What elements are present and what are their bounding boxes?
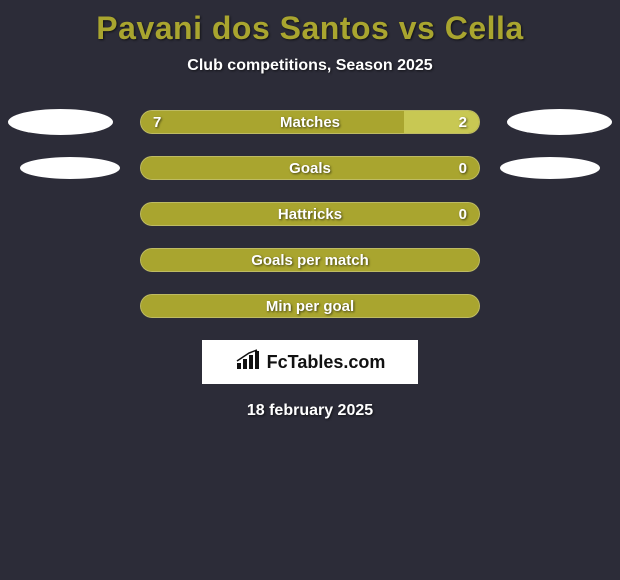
bar-track: Goals per match [140,248,480,272]
logo-text: FcTables.com [267,352,386,373]
bar-track: 0Hattricks [140,202,480,226]
bar-label: Goals per match [141,249,479,271]
bar-label: Goals [141,157,479,179]
player-avatar-left [8,109,113,135]
bar-label: Min per goal [141,295,479,317]
bar-row: Goals per match [0,248,620,272]
player-avatar-right [507,109,612,135]
bar-track: 0Goals [140,156,480,180]
bar-row: 0Goals [0,156,620,180]
bar-label: Matches [141,111,479,133]
comparison-bars-area: 72Matches 0Goals 0Hattricks Goals per match… [0,110,620,318]
date-label: 18 february 2025 [0,402,620,420]
bar-track: 72Matches [140,110,480,134]
player-avatar-right [500,157,600,179]
logo-box: FcTables.com [202,340,418,384]
bar-row: 0Hattricks [0,202,620,226]
bar-label: Hattricks [141,203,479,225]
page-title: Pavani dos Santos vs Cella [0,0,620,47]
bar-row: Min per goal [0,294,620,318]
chart-icon [235,349,261,376]
player-avatar-left [20,157,120,179]
bar-track: Min per goal [140,294,480,318]
infographic-container: Pavani dos Santos vs Cella Club competit… [0,0,620,580]
subtitle: Club competitions, Season 2025 [0,57,620,75]
bar-row: 72Matches [0,110,620,134]
